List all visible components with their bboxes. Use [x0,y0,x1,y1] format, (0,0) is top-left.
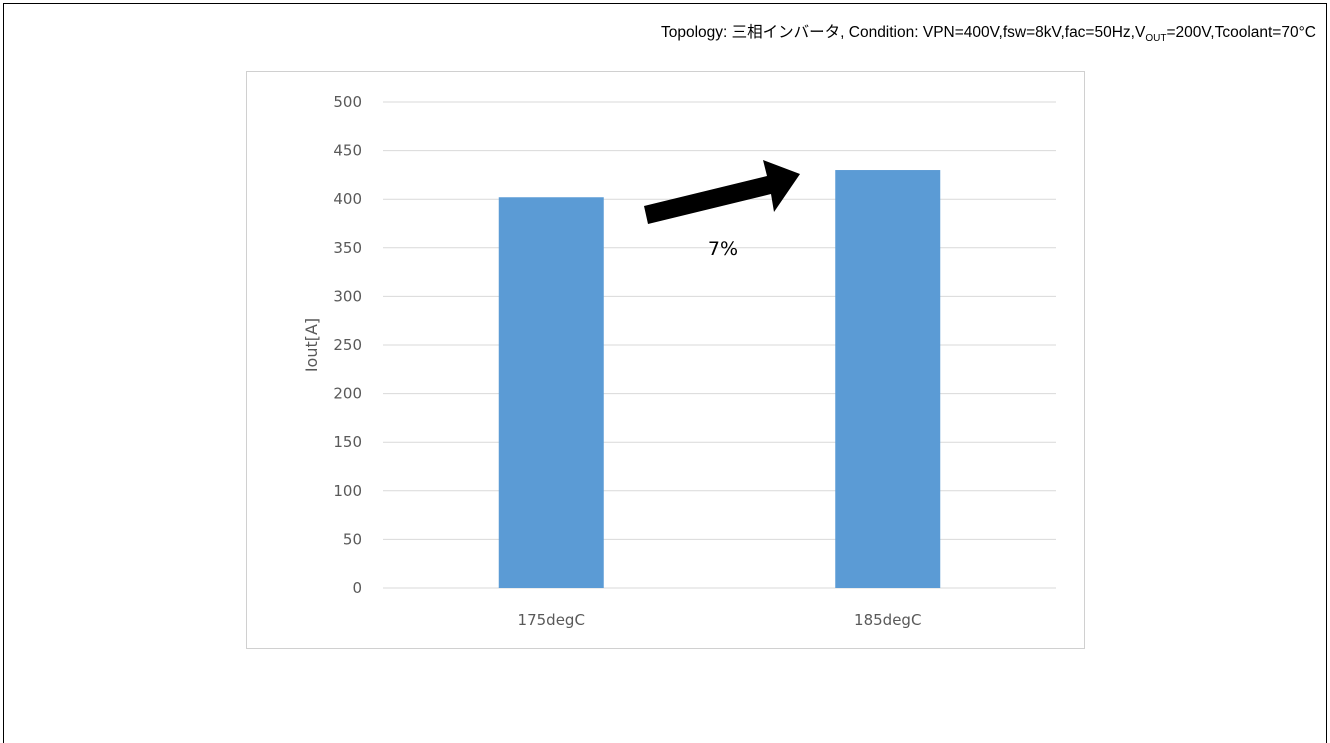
annotation: 7% [644,160,800,260]
arrow-up-right-icon [644,160,800,224]
annotation-label: 7% [708,238,738,260]
y-tick-label: 0 [352,579,362,597]
y-tick-label: 200 [333,385,362,403]
y-tick-label: 450 [333,142,362,160]
condition-subscript: OUT [1145,33,1167,45]
y-tick-label: 50 [343,530,362,548]
bar-175degC [498,197,604,589]
condition-prefix: Topology: 三相インバータ, Condition: VPN=400V,f… [660,24,1146,41]
y-tick-label: 500 [333,93,362,111]
y-tick-label: 150 [333,433,362,451]
y-tick-label: 400 [333,190,362,208]
y-tick-label: 350 [333,239,362,257]
x-tick-label: 185degC [854,611,921,629]
y-tick-label: 300 [333,287,362,305]
bars [498,170,941,589]
condition-suffix: =200V,Tcoolant=70°C [1166,24,1316,41]
x-tick-label: 175degC [518,611,585,629]
bar-185degC [835,170,941,588]
y-tick-label: 250 [333,336,362,354]
y-axis-title: Iout[A] [302,318,321,372]
chart-container: 0 50 100 150 200 250 300 350 400 450 500 175degC 18… [246,71,1085,649]
bar-chart: 0 50 100 150 200 250 300 350 400 450 500 175degC 18… [302,93,1056,629]
condition-caption: Topology: 三相インバータ, Condition: VPN=400V,f… [661,20,1316,44]
y-tick-label: 100 [333,482,362,500]
x-tick-labels: 175degC 185degC [518,611,922,629]
y-tick-labels: 0 50 100 150 200 250 300 350 400 450 500 [333,93,362,597]
page-frame [3,3,1327,743]
gridlines [383,101,1056,589]
